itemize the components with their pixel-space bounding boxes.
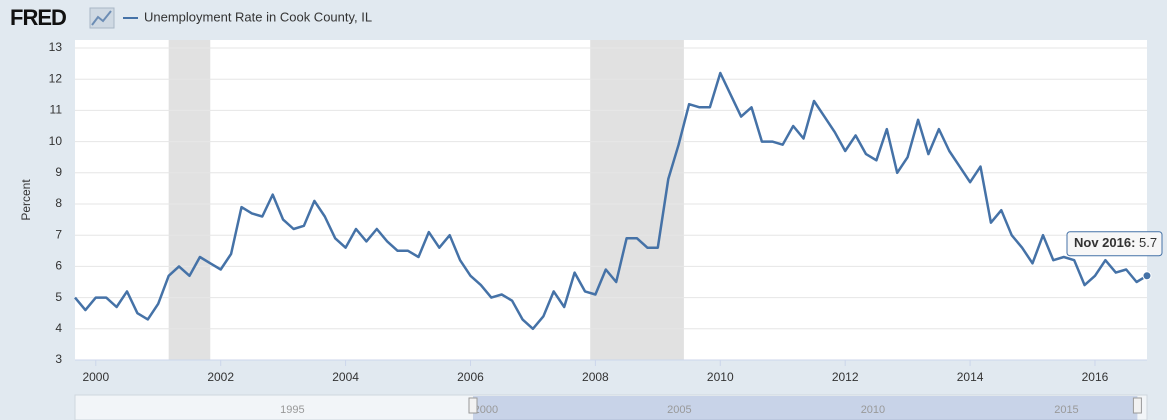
recession-band — [168, 40, 211, 360]
tooltip-box — [1066, 231, 1163, 257]
y-tick-label: 6 — [55, 259, 62, 273]
x-tick-label: 2012 — [832, 370, 859, 384]
y-tick-label: 10 — [49, 134, 63, 148]
y-tick-label: 7 — [55, 227, 62, 241]
x-tick-label: 2004 — [332, 370, 359, 384]
x-tick-label: 2014 — [957, 370, 984, 384]
y-tick-label: 12 — [49, 71, 63, 85]
legend-label: Unemployment Rate in Cook County, IL — [144, 9, 372, 24]
navigator-tick-label: 2015 — [1054, 404, 1078, 416]
x-tick-label: 2008 — [582, 370, 609, 384]
tooltip-value: 5.7 — [1139, 235, 1157, 250]
y-tick-label: 3 — [55, 352, 62, 366]
y-tick-label: 5 — [55, 290, 62, 304]
logo-icon — [89, 7, 115, 29]
x-tick-label: 2000 — [82, 370, 109, 384]
y-tick-label: 13 — [49, 40, 63, 54]
tooltip-date: Nov 2016 — [1074, 235, 1131, 250]
series-line — [74, 71, 1148, 331]
navigator-tick-label: 2000 — [474, 404, 498, 416]
y-axis-label: Percent — [19, 179, 33, 221]
navigator-tick-label: 2010 — [861, 404, 885, 416]
logo: FRED — [10, 5, 66, 30]
y-tick-label: 8 — [55, 196, 62, 210]
tooltip-text: Nov 2016: 5.7 — [1074, 235, 1157, 250]
hover-point — [1142, 271, 1152, 281]
navigator-handle — [1132, 397, 1142, 414]
y-tick-label: 9 — [55, 165, 62, 179]
y-tick-label: 4 — [55, 321, 62, 335]
tooltip: Nov 2016: 5.7 — [1066, 231, 1163, 257]
navigator-tick-label: 2005 — [667, 404, 691, 416]
navigator — [74, 394, 1148, 420]
y-tick-label: 11 — [50, 103, 63, 117]
x-tick-label: 2006 — [457, 370, 484, 384]
x-tick-label: 2016 — [1082, 370, 1109, 384]
recession-band — [590, 40, 684, 360]
navigator-tick-label: 1995 — [280, 404, 304, 416]
navigator-handle — [468, 397, 478, 414]
navigator-selection — [472, 396, 1138, 420]
x-tick-label: 2002 — [207, 370, 234, 384]
tooltip-sep: : — [1131, 235, 1139, 250]
x-tick-label: 2010 — [707, 370, 734, 384]
